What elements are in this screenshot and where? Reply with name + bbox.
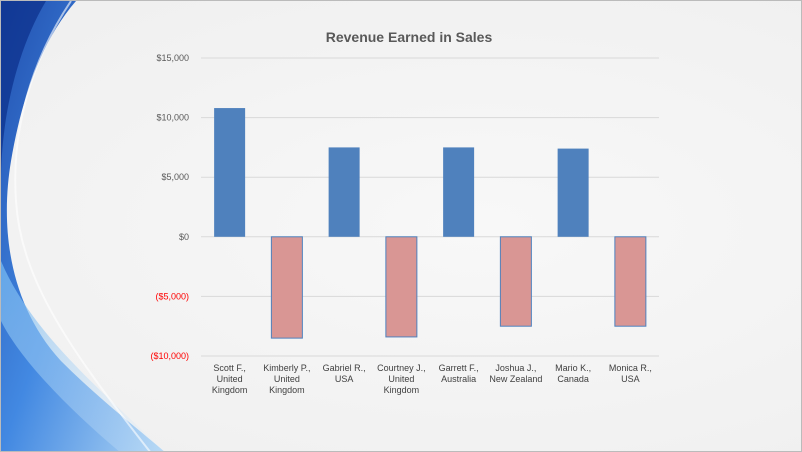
bar: [214, 108, 246, 237]
bar: [557, 148, 589, 237]
bar: [499, 236, 532, 327]
bar: [270, 236, 303, 339]
bar: [328, 147, 360, 237]
bar: [614, 236, 647, 327]
y-tick-label: ($5,000): [155, 291, 189, 301]
x-tick-label: Mario K., Canada: [555, 363, 591, 384]
chart-title: Revenue Earned in Sales: [326, 29, 493, 45]
x-tick-label: Garrett F., Australia: [439, 363, 479, 384]
bar: [385, 236, 418, 338]
x-tick-label: Gabriel R., USA: [323, 363, 366, 384]
x-tick-label: Courtney J., United Kingdom: [377, 363, 426, 395]
x-tick-label: Kimberly P., United Kingdom: [263, 363, 310, 395]
y-tick-label: ($10,000): [150, 351, 189, 361]
bar: [443, 147, 475, 237]
x-tick-label: Scott F., United Kingdom: [212, 363, 248, 395]
y-tick-label: $0: [179, 232, 189, 242]
x-tick-label: Monica R., USA: [609, 363, 652, 384]
x-tick-label: Joshua J., New Zealand: [489, 363, 542, 384]
y-tick-label: $10,000: [156, 113, 189, 123]
y-tick-label: $5,000: [161, 172, 189, 182]
y-tick-label: $15,000: [156, 53, 189, 63]
